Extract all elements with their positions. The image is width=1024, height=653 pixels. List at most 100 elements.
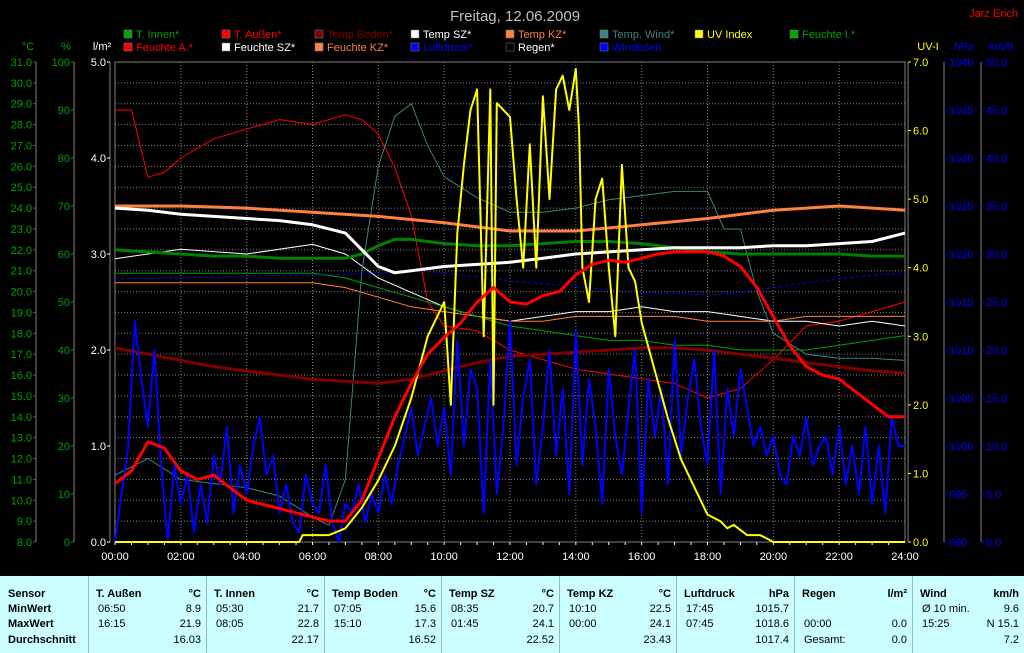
axis-label-uv: 3.0 [913,331,928,343]
min-value: 21.7 [297,603,319,615]
x-tick-label: 22:00 [825,551,853,563]
axis-label-pressure: 1015 [949,297,973,309]
min-time: 05:30 [216,603,244,615]
axis-label-pressure: 1035 [949,105,973,117]
series-line-feuchte-i [115,272,906,351]
axis-label-humidity: 60 [58,249,70,261]
axis-label-uv: 2.0 [913,400,928,412]
axis-label-pressure: 1025 [949,201,973,213]
axis-label-pressure: 1000 [949,441,973,453]
legend-swatch [221,29,231,39]
axis-label-pressure: 1020 [949,249,973,261]
axis-label-temp: 28.0 [11,120,32,132]
max-time: 16:15 [98,618,126,630]
axis-label-temp: 31.0 [11,57,32,69]
axis-label-humidity: 0 [64,537,70,549]
max-time: 01:45 [451,618,479,630]
axis-label-pressure: 995 [949,489,967,501]
table-column: Temp KZ °C 10:10 22.5 00:00 24.1 23.43 [559,576,677,653]
series-line-temp-sz [114,206,906,275]
series-line-temp-boden [114,346,906,385]
axis-label-temp: 13.0 [11,433,32,445]
column-name: Temp KZ [567,588,614,600]
legend-label: UV Index [707,29,753,41]
axis-label-temp: 27.0 [11,140,32,152]
statistics-table: Sensor MinWert MaxWert Durchschnitt T. Außen… [0,576,1024,653]
table-column: Temp Boden °C 07:05 15.6 15:10 17.3 16.52 [324,576,442,653]
axis-label-wind: 35.0 [986,201,1007,213]
min-value: 15.6 [414,603,436,615]
axis-label-wind: 15.0 [986,393,1007,405]
table-column: Regen l/m² 00:00 0.0 Gesamt: 0.0 [794,576,913,653]
axis-label-uv: 5.0 [913,194,928,206]
axis-label-pressure: 990 [949,537,967,549]
max-value: 21.9 [179,618,201,630]
axis-label-uv: 1.0 [913,468,928,480]
legend-swatch [599,42,609,52]
axis-unit-humidity: % [61,41,71,53]
axis-label-wind: 20.0 [986,345,1007,357]
min-time: 06:50 [98,603,126,615]
axis-label-rain: 1.0 [91,441,106,453]
legend-label: Regen* [518,42,555,54]
max-value: 24.1 [532,618,554,630]
max-value: 24.1 [649,618,671,630]
axis-label-temp: 21.0 [11,266,32,278]
axis-unit-pressure: hPa [954,41,974,53]
axis-label-rain: 3.0 [91,249,106,261]
avg-value: 7.2 [1003,634,1019,646]
axis-label-temp: 14.0 [11,412,32,424]
legend-label: Temp Boden* [327,29,394,41]
axis-label-humidity: 50 [58,297,70,309]
min-time: Ø 10 min. [922,603,970,615]
axis-label-uv: 7.0 [913,57,928,69]
legend-swatch [314,42,324,52]
series-line-luftdruck [114,268,906,296]
axis-label-wind: 0.0 [986,537,1001,549]
column-name: Luftdruck [684,588,735,600]
table-row-label: MaxWert [8,618,54,630]
table-column: Wind km/h Ø 10 min. 9.6 15:25 N 15.1 7.2 [912,576,1024,653]
series-line-windb-en [114,320,905,543]
column-unit: °C [306,588,319,600]
min-value: 9.6 [1003,603,1019,615]
weather-chart: 00:00 02:00 04:00 06:00 08:00 10:00 12:00 14:00… [11,8,1018,563]
axis-label-temp: 15.0 [11,391,32,403]
legend-label: Feuchte I.* [802,29,856,41]
axis-label-humidity: 90 [58,105,70,117]
axis-label-wind: 25.0 [986,297,1007,309]
axes: °C 8.0 9.0 10.0 11.0 12.0 13.0 14.0 15.0 16.0 17.0… [11,41,1013,549]
axis-label-uv: 4.0 [913,263,928,275]
max-time: 15:10 [334,618,362,630]
axis-unit-temp: °C [22,41,34,53]
x-tick-label: 16:00 [628,551,656,563]
max-value: 0.0 [891,618,907,630]
x-tick-label: 08:00 [365,551,393,563]
axis-label-humidity: 100 [52,57,70,69]
x-tick-label: 12:00 [496,551,524,563]
axis-label-temp: 23.0 [11,224,32,236]
legend-swatch [221,42,231,52]
max-value: 17.3 [414,618,436,630]
column-name: Regen [802,588,836,600]
max-value: 1018.6 [755,618,789,630]
min-time: 17:45 [686,603,714,615]
column-name: T. Innen [214,588,255,600]
legend-label: T. Innen* [136,29,180,41]
column-name: Temp Boden [332,588,398,600]
legend-label: T. Außen* [234,29,282,41]
series-line-uv-index [115,67,905,543]
series-line-feuchte-kz [115,282,905,322]
min-time: 10:10 [569,603,597,615]
min-value: 8.9 [185,603,201,615]
axis-label-humidity: 40 [58,345,70,357]
legend: T. Innen* T. Außen* Temp Boden* Temp SZ* Tem… [123,29,856,54]
axis-label-humidity: 70 [58,201,70,213]
x-tick-label: 06:00 [299,551,327,563]
axis-label-temp: 10.0 [11,495,32,507]
legend-swatch [599,29,609,39]
axis-label-rain: 2.0 [91,345,106,357]
avg-value: 23.43 [643,634,671,646]
max-value: 22.8 [297,618,319,630]
axis-label-rain: 0.0 [91,537,106,549]
